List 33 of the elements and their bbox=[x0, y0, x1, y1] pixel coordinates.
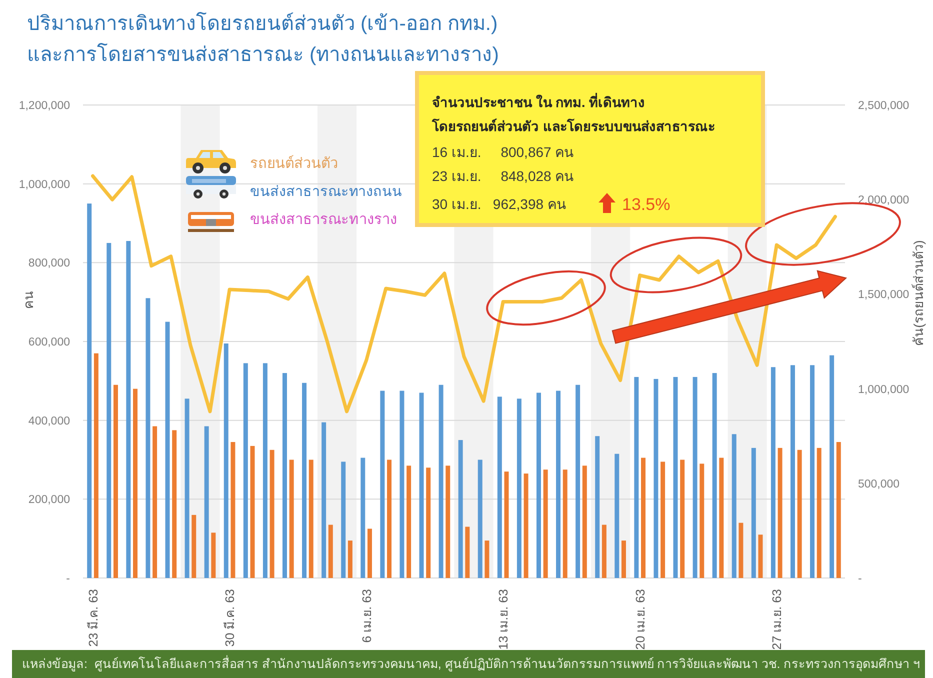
y2-tick-label: 1,000,000 bbox=[858, 384, 910, 396]
chart-title: และการโดยสารขนส่งสาธารณะ (ทางถนนและทางราง) bbox=[27, 44, 499, 66]
y-tick-label: - bbox=[66, 573, 70, 585]
x-tick-label: 27 เม.ย. 63 bbox=[770, 589, 784, 650]
x-tick-label: 13 เม.ย. 63 bbox=[496, 589, 511, 650]
annotation: โดยรถยนต์ส่วนตัว และโดยระบบขนส่งสาธารณะ bbox=[432, 119, 715, 134]
y-tick-label: 200,000 bbox=[28, 494, 70, 506]
y2-tick-label: - bbox=[858, 573, 862, 585]
annotation: 16 เม.ย. 800,867 คน bbox=[432, 144, 574, 160]
x-tick-label: 23 มี.ค. 63 bbox=[86, 589, 100, 647]
legend-label: รถยนต์ส่วนตัว bbox=[250, 156, 338, 172]
y2-tick-label: 500,000 bbox=[858, 478, 900, 490]
y-tick-label: 800,000 bbox=[28, 258, 70, 270]
x-tick-label: 30 มี.ค. 63 bbox=[223, 589, 238, 647]
y-tick-label: 400,000 bbox=[28, 415, 70, 428]
y-axis-title: คน bbox=[21, 291, 36, 309]
y2-tick-label: 2,500,000 bbox=[858, 100, 910, 112]
y-tick-label: 600,000 bbox=[28, 336, 70, 348]
annotation: จำนวนประชาชน ใน กทม. ที่เดินทาง bbox=[432, 95, 646, 110]
legend-label: ขนส่งสาธารณะทางถนน bbox=[250, 184, 402, 200]
annotation: แหล่งข้อมูล: ศูนย์เทคโนโลยีและการสื่อสาร สำนักงานปลัดกระทรวงคมนาคม, ศูนย์ปฏิบัติการด้านนวัตกรรมการแพทย์ การวิจัยและพัฒนา วช. กระทรวงการอุดมศึกษา ฯ bbox=[22, 657, 920, 671]
y2-axis-title: คัน(รถยนต์ส่วนตัว) bbox=[911, 240, 926, 346]
y-tick-label: 1,000,000 bbox=[18, 178, 70, 191]
y-tick-label: 1,200,000 bbox=[18, 100, 70, 112]
annotation: 23 เม.ย. 848,028 คน bbox=[432, 168, 574, 184]
legend-label: ขนส่งสาธารณะทางราง bbox=[250, 212, 397, 228]
annotation: 30 เม.ย. 962,398 คน bbox=[432, 196, 566, 212]
y2-tick-label: 1,500,000 bbox=[858, 289, 910, 302]
x-tick-label: 20 เม.ย. 63 bbox=[633, 589, 648, 650]
y2-tick-label: 2,000,000 bbox=[858, 194, 910, 207]
chart-title: ปริมาณการเดินทางโดยรถยนต์ส่วนตัว (เข้า-ออก กทม.) bbox=[27, 13, 498, 35]
x-tick-label: 6 เม.ย. 63 bbox=[360, 589, 374, 643]
annotation: 13.5% bbox=[622, 195, 670, 214]
